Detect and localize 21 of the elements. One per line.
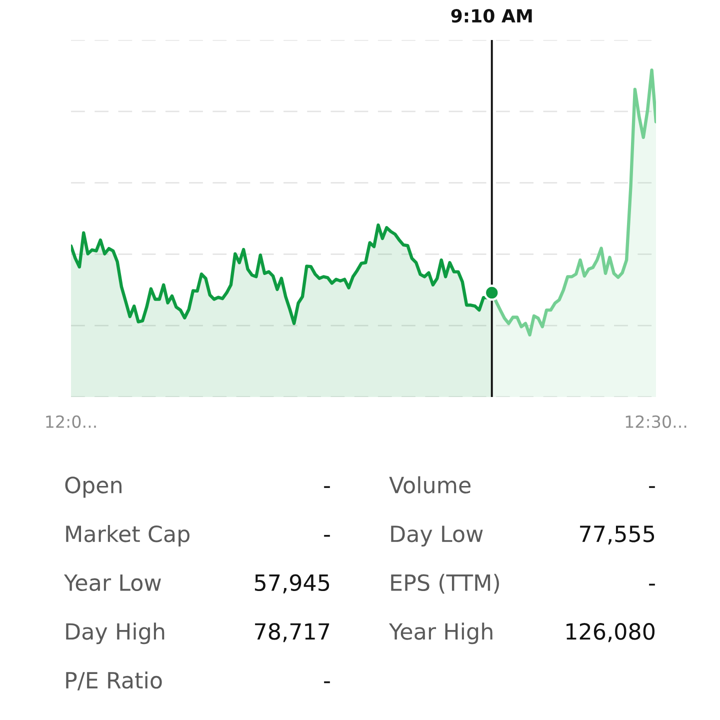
text: - [324, 534, 330, 537]
text: Day High [66, 622, 164, 644]
text: - [649, 486, 655, 488]
text: Year High [388, 622, 492, 644]
text: Volume [389, 476, 470, 494]
text: Open [65, 476, 122, 498]
text: Market Cap [66, 525, 190, 547]
text: Day Low [391, 526, 483, 547]
text: 9:10 AM [451, 8, 532, 23]
x-tick-label: 12:0... [46, 415, 96, 428]
text: 77,555 [580, 526, 654, 545]
text: 126,080 [566, 623, 655, 642]
text: - [324, 486, 330, 488]
text: P/E Ratio [66, 671, 162, 690]
text: Year Low [64, 574, 161, 592]
text: - [649, 584, 655, 586]
text: EPS (TTM) [391, 574, 499, 594]
text: 57,945 [254, 574, 330, 594]
text: - [324, 681, 330, 684]
x-tick-label: 12:30... [626, 415, 686, 428]
text: 78,717 [255, 623, 330, 642]
